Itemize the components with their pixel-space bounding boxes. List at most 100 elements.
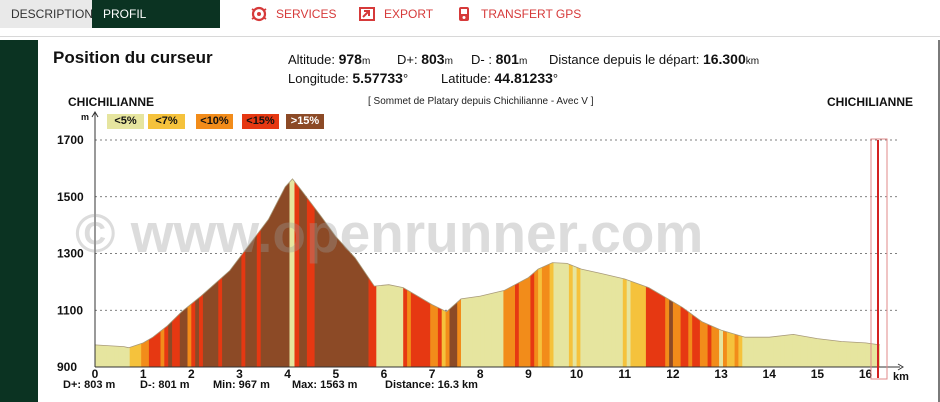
transfert-gps-button[interactable]: TRANSFERT GPS [455,3,582,25]
altitude-value: 978 [338,51,362,67]
slope-strip [268,178,273,367]
x-tick-label-12: 12 [666,367,680,381]
x-tick-label-5: 5 [332,367,339,381]
slope-strip [541,178,547,367]
slope-strip [803,178,809,367]
slope-strip [229,178,235,367]
slope-strip [807,178,813,367]
slope-strip [256,178,262,367]
footer-min: Min: 967 m [213,379,270,391]
slope-strip [237,178,242,367]
slope-strip [279,178,285,367]
slope-strip [827,178,832,367]
slope-strip [750,178,755,367]
distance-readout: Distance depuis le départ: 16.300km [549,51,759,67]
slope-strip [719,178,724,367]
slope-strip [241,178,246,367]
slope-strip [549,178,554,367]
slope-strip [341,178,346,367]
summit-strip [289,178,295,367]
slope-strip [264,178,269,367]
latitude-label: Latitude: [441,71,491,86]
watermark: © www.openrunner.com [75,202,703,264]
slope-strip [568,178,574,367]
slope-strip [283,178,289,367]
dminus-value: 801 [495,51,519,67]
cursor-box [870,138,888,380]
slope-strip [857,178,863,367]
x-tick-label-10: 10 [570,367,584,381]
dplus-unit: m [444,56,453,67]
slope-strip [588,178,593,367]
left-bar [0,40,38,402]
y-tick-label-1700: 1700 [57,133,84,147]
slope-strip [545,178,551,367]
x-tick-label-6: 6 [381,367,388,381]
slope-strip [584,178,589,367]
dplus-label: D+: [397,52,418,67]
transfert-gps-label: TRANSFERT GPS [481,7,582,21]
slope-strip [861,178,866,367]
tab-description[interactable]: DESCRIPTION [0,0,93,28]
slope-strip [761,178,766,367]
altitude-readout: Altitude: 978m [288,51,370,67]
footer-distance: Distance: 16.3 km [385,379,478,391]
tab-bar: DESCRIPTION PROFIL ALTIMETRIQUE SERVICES… [0,0,940,49]
slope-strip [360,178,366,367]
longitude-label: Longitude: [288,71,349,86]
slope-strip [299,178,304,367]
x-tick-label-14: 14 [763,367,777,381]
latitude-unit: ° [552,71,559,86]
slope-strip [572,178,577,367]
y-tick-label-900: 900 [57,360,77,374]
slope-strip [834,178,839,367]
slope-strip [295,178,300,367]
x-tick-label-0: 0 [92,367,99,381]
services-button[interactable]: SERVICES [250,3,340,25]
slope-strip [796,178,801,367]
dminus-label: D- : [471,52,492,67]
export-button[interactable]: EXPORT [358,3,438,25]
slope-strip [349,178,354,367]
y-axis-unit: m [81,112,89,122]
start-place: CHICHILIANNE [68,95,154,109]
route-name: [ Sommet de Platary depuis Chichilianne … [368,96,594,107]
slope-strip [565,178,570,367]
slope-strip [757,178,762,367]
slope-strip [819,178,824,367]
slope-strip [318,178,323,367]
slope-strip [846,178,851,367]
slope-strip [557,178,562,367]
slope-strip [869,178,874,367]
footer-max: Max: 1563 m [292,379,358,391]
x-tick-label-11: 11 [618,367,631,381]
legend-lt7: <7% [148,114,185,129]
footer-dplus: D+: 803 m [63,379,116,391]
slope-strip [830,178,836,367]
slope-strip [850,178,855,367]
slope-strip [245,178,250,367]
slope-strip [226,178,231,367]
x-axis-unit: km [893,371,909,383]
end-place: CHICHILIANNE [827,95,913,109]
x-tick-label-2: 2 [188,367,195,381]
slope-strip [726,178,732,367]
x-tick-label-15: 15 [811,367,825,381]
x-tick-label-4: 4 [284,367,291,381]
slope-strip [580,178,585,367]
slope-strip [746,178,751,367]
slope-strip [773,178,778,367]
tab-profil-altimetrique[interactable]: PROFIL ALTIMETRIQUE [92,0,220,49]
slope-strip [538,178,543,367]
x-tick-label-9: 9 [525,367,532,381]
slope-strip [854,178,859,367]
slope-strip [345,178,350,367]
latitude-value: 44.81233 [494,70,553,86]
slope-strip [842,178,847,367]
slope-strip [780,178,786,367]
footer-dminus: D-: 801 m [140,379,190,391]
slope-strip [576,178,581,367]
slope-strip [314,178,319,367]
services-label: SERVICES [276,7,337,21]
